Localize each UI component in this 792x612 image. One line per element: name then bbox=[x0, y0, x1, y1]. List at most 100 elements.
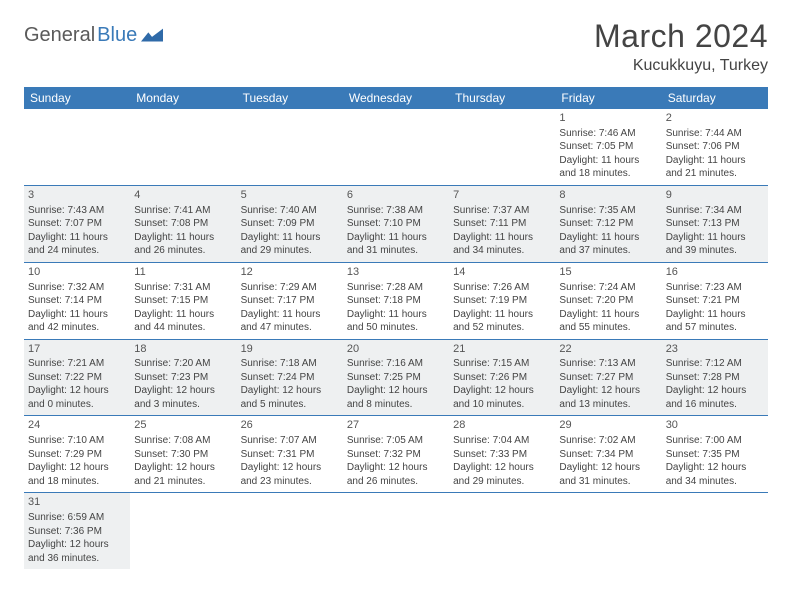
day-number: 26 bbox=[241, 418, 339, 433]
day-number: 24 bbox=[28, 418, 126, 433]
day-number: 20 bbox=[347, 342, 445, 357]
daylight-text: Daylight: 12 hours and 29 minutes. bbox=[453, 461, 551, 488]
sunrise-text: Sunrise: 7:37 AM bbox=[453, 204, 551, 218]
day-cell-5: 5Sunrise: 7:40 AMSunset: 7:09 PMDaylight… bbox=[237, 185, 343, 262]
weekday-friday: Friday bbox=[555, 87, 661, 109]
day-cell-4: 4Sunrise: 7:41 AMSunset: 7:08 PMDaylight… bbox=[130, 185, 236, 262]
day-cell-11: 11Sunrise: 7:31 AMSunset: 7:15 PMDayligh… bbox=[130, 262, 236, 339]
day-number: 23 bbox=[666, 342, 764, 357]
day-cell-9: 9Sunrise: 7:34 AMSunset: 7:13 PMDaylight… bbox=[662, 185, 768, 262]
sunset-text: Sunset: 7:18 PM bbox=[347, 294, 445, 308]
day-number: 12 bbox=[241, 265, 339, 280]
day-number: 14 bbox=[453, 265, 551, 280]
sunset-text: Sunset: 7:24 PM bbox=[241, 371, 339, 385]
daylight-text: Daylight: 11 hours and 21 minutes. bbox=[666, 154, 764, 181]
day-number: 19 bbox=[241, 342, 339, 357]
sunrise-text: Sunrise: 7:08 AM bbox=[134, 434, 232, 448]
sunrise-text: Sunrise: 7:23 AM bbox=[666, 281, 764, 295]
day-cell-7: 7Sunrise: 7:37 AMSunset: 7:11 PMDaylight… bbox=[449, 185, 555, 262]
sunrise-text: Sunrise: 7:21 AM bbox=[28, 357, 126, 371]
sunset-text: Sunset: 7:23 PM bbox=[134, 371, 232, 385]
empty-cell bbox=[343, 493, 449, 569]
sunset-text: Sunset: 7:33 PM bbox=[453, 448, 551, 462]
sunset-text: Sunset: 7:25 PM bbox=[347, 371, 445, 385]
empty-cell bbox=[130, 493, 236, 569]
location: Kucukkuyu, Turkey bbox=[594, 57, 768, 75]
daylight-text: Daylight: 12 hours and 16 minutes. bbox=[666, 384, 764, 411]
empty-cell bbox=[343, 109, 449, 185]
flag-icon bbox=[141, 28, 163, 44]
sunrise-text: Sunrise: 7:20 AM bbox=[134, 357, 232, 371]
day-number: 1 bbox=[559, 111, 657, 126]
daylight-text: Daylight: 12 hours and 18 minutes. bbox=[28, 461, 126, 488]
logo: GeneralBlue bbox=[24, 24, 163, 47]
sunset-text: Sunset: 7:15 PM bbox=[134, 294, 232, 308]
weekday-header-row: SundayMondayTuesdayWednesdayThursdayFrid… bbox=[24, 87, 768, 109]
day-cell-8: 8Sunrise: 7:35 AMSunset: 7:12 PMDaylight… bbox=[555, 185, 661, 262]
sunset-text: Sunset: 7:26 PM bbox=[453, 371, 551, 385]
sunset-text: Sunset: 7:21 PM bbox=[666, 294, 764, 308]
sunrise-text: Sunrise: 7:16 AM bbox=[347, 357, 445, 371]
daylight-text: Daylight: 11 hours and 18 minutes. bbox=[559, 154, 657, 181]
sunrise-text: Sunrise: 7:00 AM bbox=[666, 434, 764, 448]
day-cell-15: 15Sunrise: 7:24 AMSunset: 7:20 PMDayligh… bbox=[555, 262, 661, 339]
day-number: 8 bbox=[559, 188, 657, 203]
day-cell-13: 13Sunrise: 7:28 AMSunset: 7:18 PMDayligh… bbox=[343, 262, 449, 339]
daylight-text: Daylight: 12 hours and 13 minutes. bbox=[559, 384, 657, 411]
sunset-text: Sunset: 7:13 PM bbox=[666, 217, 764, 231]
empty-cell bbox=[662, 493, 768, 569]
sunset-text: Sunset: 7:06 PM bbox=[666, 140, 764, 154]
day-number: 9 bbox=[666, 188, 764, 203]
day-cell-2: 2Sunrise: 7:44 AMSunset: 7:06 PMDaylight… bbox=[662, 109, 768, 185]
daylight-text: Daylight: 11 hours and 44 minutes. bbox=[134, 308, 232, 335]
empty-cell bbox=[237, 109, 343, 185]
sunrise-text: Sunrise: 7:43 AM bbox=[28, 204, 126, 218]
day-cell-26: 26Sunrise: 7:07 AMSunset: 7:31 PMDayligh… bbox=[237, 416, 343, 493]
daylight-text: Daylight: 12 hours and 3 minutes. bbox=[134, 384, 232, 411]
day-cell-23: 23Sunrise: 7:12 AMSunset: 7:28 PMDayligh… bbox=[662, 339, 768, 416]
day-cell-21: 21Sunrise: 7:15 AMSunset: 7:26 PMDayligh… bbox=[449, 339, 555, 416]
day-number: 10 bbox=[28, 265, 126, 280]
sunset-text: Sunset: 7:14 PM bbox=[28, 294, 126, 308]
week-row: 24Sunrise: 7:10 AMSunset: 7:29 PMDayligh… bbox=[24, 416, 768, 493]
day-cell-12: 12Sunrise: 7:29 AMSunset: 7:17 PMDayligh… bbox=[237, 262, 343, 339]
day-cell-10: 10Sunrise: 7:32 AMSunset: 7:14 PMDayligh… bbox=[24, 262, 130, 339]
day-number: 2 bbox=[666, 111, 764, 126]
day-number: 25 bbox=[134, 418, 232, 433]
title-block: March 2024 Kucukkuyu, Turkey bbox=[594, 18, 768, 75]
sunrise-text: Sunrise: 7:10 AM bbox=[28, 434, 126, 448]
day-cell-20: 20Sunrise: 7:16 AMSunset: 7:25 PMDayligh… bbox=[343, 339, 449, 416]
day-number: 29 bbox=[559, 418, 657, 433]
daylight-text: Daylight: 12 hours and 31 minutes. bbox=[559, 461, 657, 488]
sunrise-text: Sunrise: 6:59 AM bbox=[28, 511, 126, 525]
day-number: 17 bbox=[28, 342, 126, 357]
sunrise-text: Sunrise: 7:32 AM bbox=[28, 281, 126, 295]
daylight-text: Daylight: 12 hours and 0 minutes. bbox=[28, 384, 126, 411]
day-cell-19: 19Sunrise: 7:18 AMSunset: 7:24 PMDayligh… bbox=[237, 339, 343, 416]
daylight-text: Daylight: 11 hours and 31 minutes. bbox=[347, 231, 445, 258]
daylight-text: Daylight: 11 hours and 52 minutes. bbox=[453, 308, 551, 335]
day-number: 21 bbox=[453, 342, 551, 357]
day-cell-25: 25Sunrise: 7:08 AMSunset: 7:30 PMDayligh… bbox=[130, 416, 236, 493]
sunset-text: Sunset: 7:05 PM bbox=[559, 140, 657, 154]
sunset-text: Sunset: 7:35 PM bbox=[666, 448, 764, 462]
day-number: 11 bbox=[134, 265, 232, 280]
empty-cell bbox=[555, 493, 661, 569]
weekday-tuesday: Tuesday bbox=[237, 87, 343, 109]
sunrise-text: Sunrise: 7:31 AM bbox=[134, 281, 232, 295]
sunset-text: Sunset: 7:12 PM bbox=[559, 217, 657, 231]
sunset-text: Sunset: 7:27 PM bbox=[559, 371, 657, 385]
weekday-thursday: Thursday bbox=[449, 87, 555, 109]
daylight-text: Daylight: 11 hours and 37 minutes. bbox=[559, 231, 657, 258]
sunrise-text: Sunrise: 7:38 AM bbox=[347, 204, 445, 218]
day-cell-3: 3Sunrise: 7:43 AMSunset: 7:07 PMDaylight… bbox=[24, 185, 130, 262]
sunset-text: Sunset: 7:34 PM bbox=[559, 448, 657, 462]
sunrise-text: Sunrise: 7:24 AM bbox=[559, 281, 657, 295]
daylight-text: Daylight: 12 hours and 23 minutes. bbox=[241, 461, 339, 488]
daylight-text: Daylight: 11 hours and 24 minutes. bbox=[28, 231, 126, 258]
sunset-text: Sunset: 7:09 PM bbox=[241, 217, 339, 231]
sunrise-text: Sunrise: 7:41 AM bbox=[134, 204, 232, 218]
day-cell-14: 14Sunrise: 7:26 AMSunset: 7:19 PMDayligh… bbox=[449, 262, 555, 339]
sunset-text: Sunset: 7:36 PM bbox=[28, 525, 126, 539]
day-number: 3 bbox=[28, 188, 126, 203]
